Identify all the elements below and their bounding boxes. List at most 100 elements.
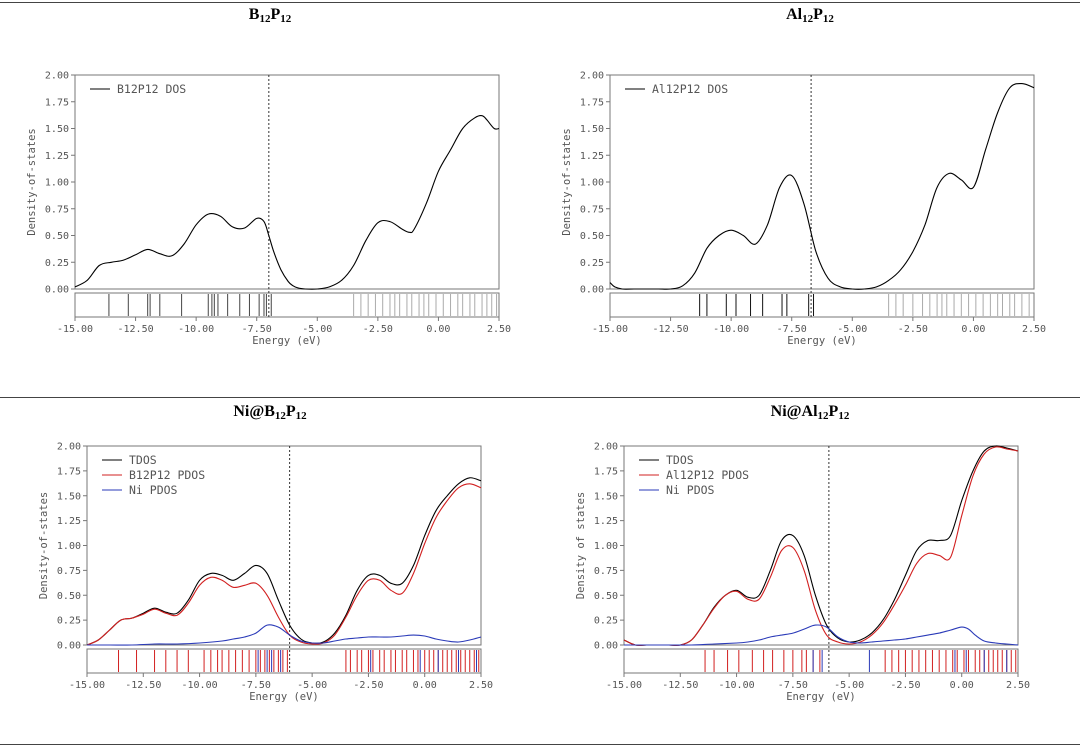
bottom-divider (0, 744, 1080, 745)
plot-frame (609, 74, 1035, 290)
y-axis-label: Density-of-states (26, 128, 38, 235)
panel-title: Al12P12 (786, 6, 834, 25)
y-tick-label: 1.00 (580, 178, 604, 189)
x-tick-label: -7.50 (777, 324, 807, 335)
x-axis-label: Energy (eV) (249, 691, 319, 703)
panel-title: B12P12 (248, 6, 292, 25)
x-tick-label: -15.00 (69, 680, 105, 691)
y-tick-label: 0.00 (57, 641, 81, 652)
legend-label: Ni PDOS (129, 483, 178, 497)
panel-b12p12: B12P12 0.00 0.25 0.50 0.75 1.00 1.25 1.50 1.75 2… (0, 0, 540, 397)
x-tick-label: -10.00 (713, 324, 749, 335)
level-strip (74, 292, 500, 318)
dos-chart: 0.00 0.25 0.50 0.75 1.00 1.25 1.50 1.75 2.00 -15.… (38, 442, 493, 704)
y-tick-label: 2.00 (57, 442, 81, 453)
y-tick-label: 1.50 (57, 491, 81, 502)
x-axis-label: Energy (eV) (786, 691, 856, 703)
dos-curve (609, 83, 1035, 290)
x-tick-label: 2.50 (469, 680, 493, 691)
y-tick-label: 1.75 (45, 97, 69, 108)
y-tick-label: 0.50 (57, 591, 81, 602)
y-tick-label: 1.50 (594, 491, 618, 502)
x-tick-label: -10.00 (719, 680, 755, 691)
x-tick-label: -2.50 (898, 324, 928, 335)
x-tick-label: -15.00 (592, 324, 628, 335)
legend-label: Al12P12 PDOS (666, 468, 749, 482)
y-tick-label: 1.00 (45, 178, 69, 189)
legend-label: Ni PDOS (666, 483, 715, 497)
x-tick-label: -12.50 (653, 324, 689, 335)
dos-curve (623, 446, 1019, 646)
y-tick-label: 2.00 (45, 71, 69, 82)
dos-chart: 0.00 0.25 0.50 0.75 1.00 1.25 1.50 1.75 2.00 -15.… (575, 442, 1030, 704)
x-tick-label: -2.50 (890, 680, 920, 691)
x-tick-label: -12.50 (118, 324, 154, 335)
y-tick-label: 1.75 (580, 97, 604, 108)
x-tick-label: -2.50 (353, 680, 383, 691)
panel-ni-b12p12: Ni@B12P12 0.00 0.25 0.50 0.75 1.00 1.25 1.50 1.… (0, 397, 540, 744)
y-tick-label: 1.00 (57, 541, 81, 552)
x-tick-label: -7.50 (242, 324, 272, 335)
dos-curve (624, 624, 1019, 646)
y-tick-label: 0.25 (580, 258, 604, 269)
y-tick-label: 2.00 (594, 442, 618, 453)
x-tick-label: -7.50 (241, 680, 271, 691)
dos-curve (86, 483, 482, 646)
y-tick-label: 1.75 (57, 466, 81, 477)
dos-curve (86, 477, 482, 646)
x-tick-label: 2.50 (487, 324, 511, 335)
y-tick-label: 1.50 (45, 124, 69, 135)
panel-ni-al12p12: Ni@Al12P12 0.00 0.25 0.50 0.75 1.00 1.25 1.50 1… (540, 397, 1080, 744)
y-tick-label: 0.75 (580, 204, 604, 215)
dos-curve (87, 624, 482, 646)
x-tick-label: -5.00 (302, 324, 332, 335)
x-tick-label: -12.50 (125, 680, 161, 691)
y-axis-label: Density-of-states (38, 492, 50, 599)
x-tick-label: -15.00 (57, 324, 93, 335)
x-tick-label: 2.50 (1006, 680, 1030, 691)
y-tick-label: 0.75 (594, 566, 618, 577)
x-tick-label: 0.00 (961, 324, 985, 335)
x-tick-label: -10.00 (182, 680, 218, 691)
y-tick-label: 1.50 (580, 124, 604, 135)
legend-label: B12P12 DOS (117, 82, 186, 96)
x-tick-label: -5.00 (837, 324, 867, 335)
y-tick-label: 0.50 (580, 231, 604, 242)
level-strip (623, 648, 1019, 674)
x-axis-label: Energy (eV) (787, 335, 857, 347)
legend-label: TDOS (129, 453, 157, 467)
y-axis-label: Density of states (575, 492, 587, 599)
plot-frame (74, 74, 500, 290)
x-tick-label: -10.00 (178, 324, 214, 335)
legend-label: B12P12 PDOS (129, 468, 205, 482)
x-tick-label: -5.00 (297, 680, 327, 691)
x-tick-label: -5.00 (834, 680, 864, 691)
y-tick-label: 0.25 (57, 616, 81, 627)
level-strip (609, 292, 1035, 318)
y-tick-label: 1.25 (580, 151, 604, 162)
level-strip (86, 648, 482, 674)
y-tick-label: 0.00 (580, 285, 604, 296)
x-tick-label: -7.50 (778, 680, 808, 691)
panel-title: Ni@Al12P12 (770, 403, 850, 422)
legend-label: TDOS (666, 453, 694, 467)
y-tick-label: 0.25 (594, 616, 618, 627)
y-tick-label: 1.75 (594, 466, 618, 477)
y-tick-label: 0.50 (45, 231, 69, 242)
x-tick-label: -2.50 (363, 324, 393, 335)
y-tick-label: 0.75 (57, 566, 81, 577)
y-tick-label: 1.25 (45, 151, 69, 162)
x-tick-label: 0.00 (950, 680, 974, 691)
x-tick-label: 0.00 (426, 324, 450, 335)
y-tick-label: 0.00 (594, 641, 618, 652)
x-tick-label: -15.00 (606, 680, 642, 691)
y-tick-label: 0.75 (45, 204, 69, 215)
x-tick-label: 2.50 (1022, 324, 1046, 335)
x-axis-label: Energy (eV) (252, 335, 322, 347)
dos-chart: 0.00 0.25 0.50 0.75 1.00 1.25 1.50 1.75 2.00 -15.… (26, 71, 511, 348)
y-tick-label: 2.00 (580, 71, 604, 82)
dos-curve (74, 115, 500, 290)
y-axis-label: Density-of-states (561, 128, 573, 235)
dos-chart: 0.00 0.25 0.50 0.75 1.00 1.25 1.50 1.75 2.00 -15.… (561, 71, 1046, 348)
top-divider (0, 2, 1080, 3)
